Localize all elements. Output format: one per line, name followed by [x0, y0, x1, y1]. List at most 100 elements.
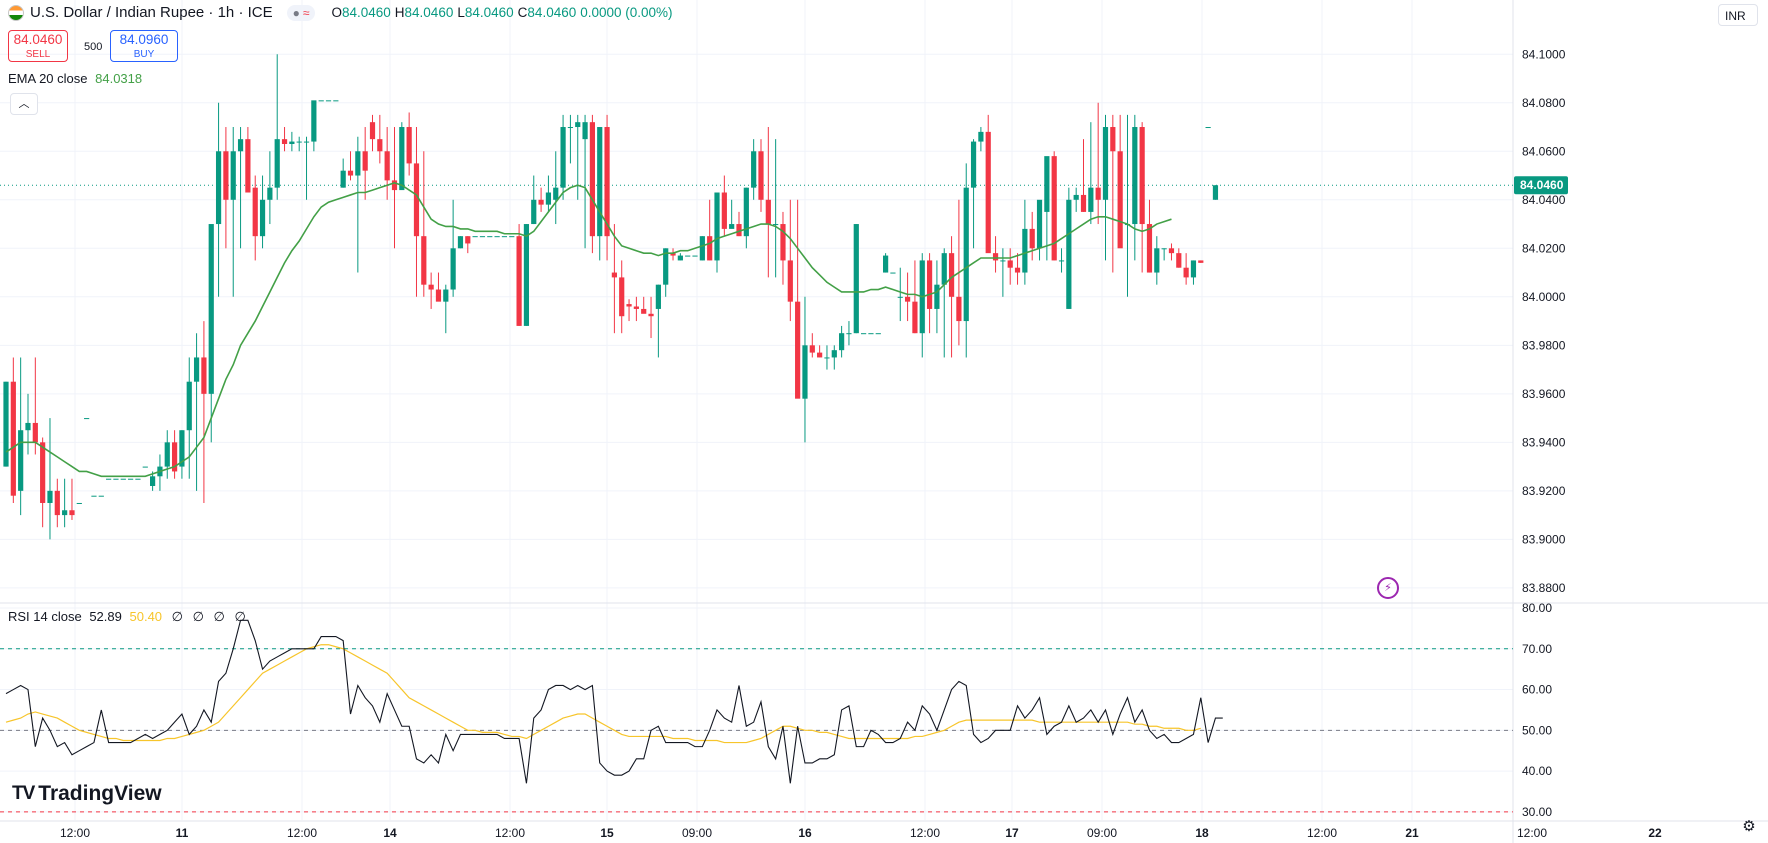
candle — [531, 175, 537, 225]
candle — [626, 299, 632, 322]
rsi-tick-label: 60.00 — [1522, 683, 1552, 697]
candle — [699, 236, 705, 261]
candle — [560, 114, 566, 200]
price-tick-label: 84.1000 — [1522, 47, 1566, 61]
candle-body — [824, 357, 830, 359]
rsi-lines — [5, 619, 1223, 784]
chevron-up-icon: ︿ — [18, 98, 30, 110]
candle-body — [465, 236, 471, 244]
ohlc-low: L84.0460 — [457, 5, 514, 20]
candle-body — [1176, 253, 1182, 268]
candle-body — [963, 187, 969, 322]
currency-selector[interactable]: INR — [1718, 4, 1758, 26]
symbol-header[interactable]: U.S. Dollar / Indian Rupee · 1h · ICE ● … — [8, 4, 673, 21]
candle-body — [560, 127, 566, 188]
candle-body — [347, 170, 354, 176]
time-tick-label: 15 — [600, 826, 614, 840]
candle-body — [904, 296, 911, 302]
candle-body — [303, 141, 310, 143]
candle — [655, 284, 661, 358]
last-price-badge-label: 84.0460 — [1520, 178, 1564, 192]
candle — [509, 236, 515, 238]
candle — [1198, 260, 1204, 263]
candle — [413, 127, 420, 297]
price-axis[interactable]: 84.1000 84.0800 84.0600 84.0400 84.0200 84.00… — [1514, 47, 1568, 595]
rsi-tick-label: 40.00 — [1522, 764, 1552, 778]
candle-body — [435, 289, 442, 302]
candle-body — [633, 306, 639, 309]
candle-body — [809, 345, 815, 353]
collapse-legend-button[interactable]: ︿ — [10, 93, 38, 115]
candle-body — [509, 236, 515, 238]
candle-body — [817, 352, 823, 358]
candle-body — [1102, 127, 1109, 200]
candle-body — [765, 199, 771, 225]
candle-body — [839, 333, 845, 351]
candle — [311, 100, 317, 152]
candle-body — [208, 224, 214, 394]
buy-button[interactable]: 84.0960 BUY — [110, 30, 178, 62]
time-axis[interactable]: 12:00 11 12:00 14 12:00 15 09:00 16 12:00 17 09:00… — [60, 826, 1662, 840]
candle — [853, 224, 859, 334]
candle — [457, 236, 464, 249]
candle — [780, 211, 786, 285]
candle-body — [1095, 187, 1101, 200]
candle-body — [391, 180, 398, 191]
candle — [399, 122, 405, 191]
candle — [831, 345, 837, 370]
candle — [487, 236, 493, 238]
candle-body — [1014, 267, 1021, 273]
candle-body — [1161, 248, 1167, 250]
candle — [369, 114, 376, 152]
candle — [670, 248, 676, 261]
status-pill[interactable]: ● ≈ — [286, 4, 316, 21]
candle — [619, 260, 625, 334]
candle — [589, 114, 595, 254]
candle-body — [193, 357, 200, 382]
candle-body — [538, 199, 544, 205]
candle — [362, 127, 368, 200]
candle-body — [589, 122, 595, 237]
candle — [721, 175, 727, 237]
candle-body — [802, 345, 808, 399]
candle-body — [47, 490, 53, 503]
candle-body — [69, 510, 75, 516]
ema-legend[interactable]: EMA 20 close 84.0318 — [8, 71, 142, 86]
candle — [904, 272, 911, 322]
time-tick-label: 12:00 — [1517, 826, 1547, 840]
tradingview-logo[interactable]: TV TradingView — [12, 782, 162, 806]
rsi-legend[interactable]: RSI 14 close 52.89 50.40 ∅ ∅ ∅ ∅ — [8, 609, 249, 625]
lightning-icon[interactable]: ⚡ — [1377, 577, 1399, 599]
candle — [985, 114, 991, 254]
candle — [1014, 253, 1021, 285]
ohlc-change: 0.0000 (0.00%) — [580, 5, 673, 20]
sell-button[interactable]: 84.0460 SELL — [8, 30, 68, 62]
candle — [164, 430, 170, 479]
candle-body — [970, 141, 977, 188]
candle-body — [736, 224, 742, 237]
candle-body — [1117, 151, 1123, 249]
candle-body — [413, 163, 420, 237]
candle — [289, 131, 295, 152]
settings-icon[interactable]: ⚙ — [1742, 818, 1756, 835]
candle-body — [626, 304, 632, 307]
candle — [1110, 114, 1116, 273]
candle — [201, 321, 207, 503]
candle-body — [611, 272, 617, 278]
candle-body — [1073, 194, 1079, 200]
rsi-axis[interactable]: 80.00 70.00 60.00 50.00 40.00 30.00 — [1522, 601, 1552, 819]
candle — [1088, 122, 1094, 225]
candle-body — [223, 151, 229, 200]
candle-body — [523, 224, 530, 326]
symbol-title[interactable]: U.S. Dollar / Indian Rupee · 1h · ICE — [30, 4, 273, 21]
candle — [633, 296, 639, 322]
candle-body — [897, 296, 903, 298]
candle-body — [457, 236, 464, 249]
order-quantity[interactable]: 500 — [84, 41, 103, 53]
ema-value: 84.0318 — [95, 71, 143, 86]
rsi-value: 52.89 — [89, 609, 122, 624]
candle — [40, 437, 46, 528]
candle — [215, 102, 222, 297]
candle — [179, 430, 185, 479]
